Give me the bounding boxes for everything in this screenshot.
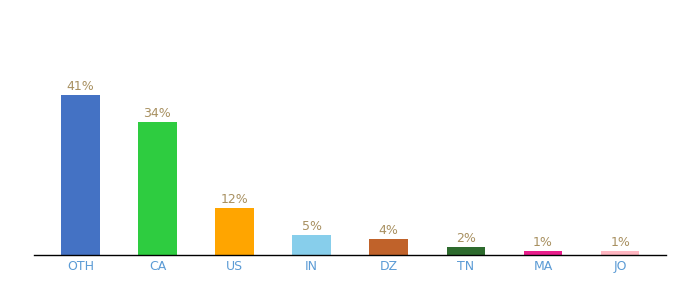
Bar [524, 251, 562, 255]
Bar [292, 236, 331, 255]
Text: 1%: 1% [533, 236, 553, 249]
Text: 41%: 41% [67, 80, 94, 93]
Bar [369, 239, 408, 255]
Text: 1%: 1% [610, 236, 630, 249]
Text: 34%: 34% [143, 107, 171, 120]
Bar [61, 95, 99, 255]
Bar [138, 122, 177, 255]
Bar [601, 251, 639, 255]
Text: 12%: 12% [220, 193, 248, 206]
Text: 2%: 2% [456, 232, 476, 245]
Text: 5%: 5% [302, 220, 322, 233]
Text: 4%: 4% [379, 224, 398, 237]
Bar [216, 208, 254, 255]
Bar [447, 247, 485, 255]
